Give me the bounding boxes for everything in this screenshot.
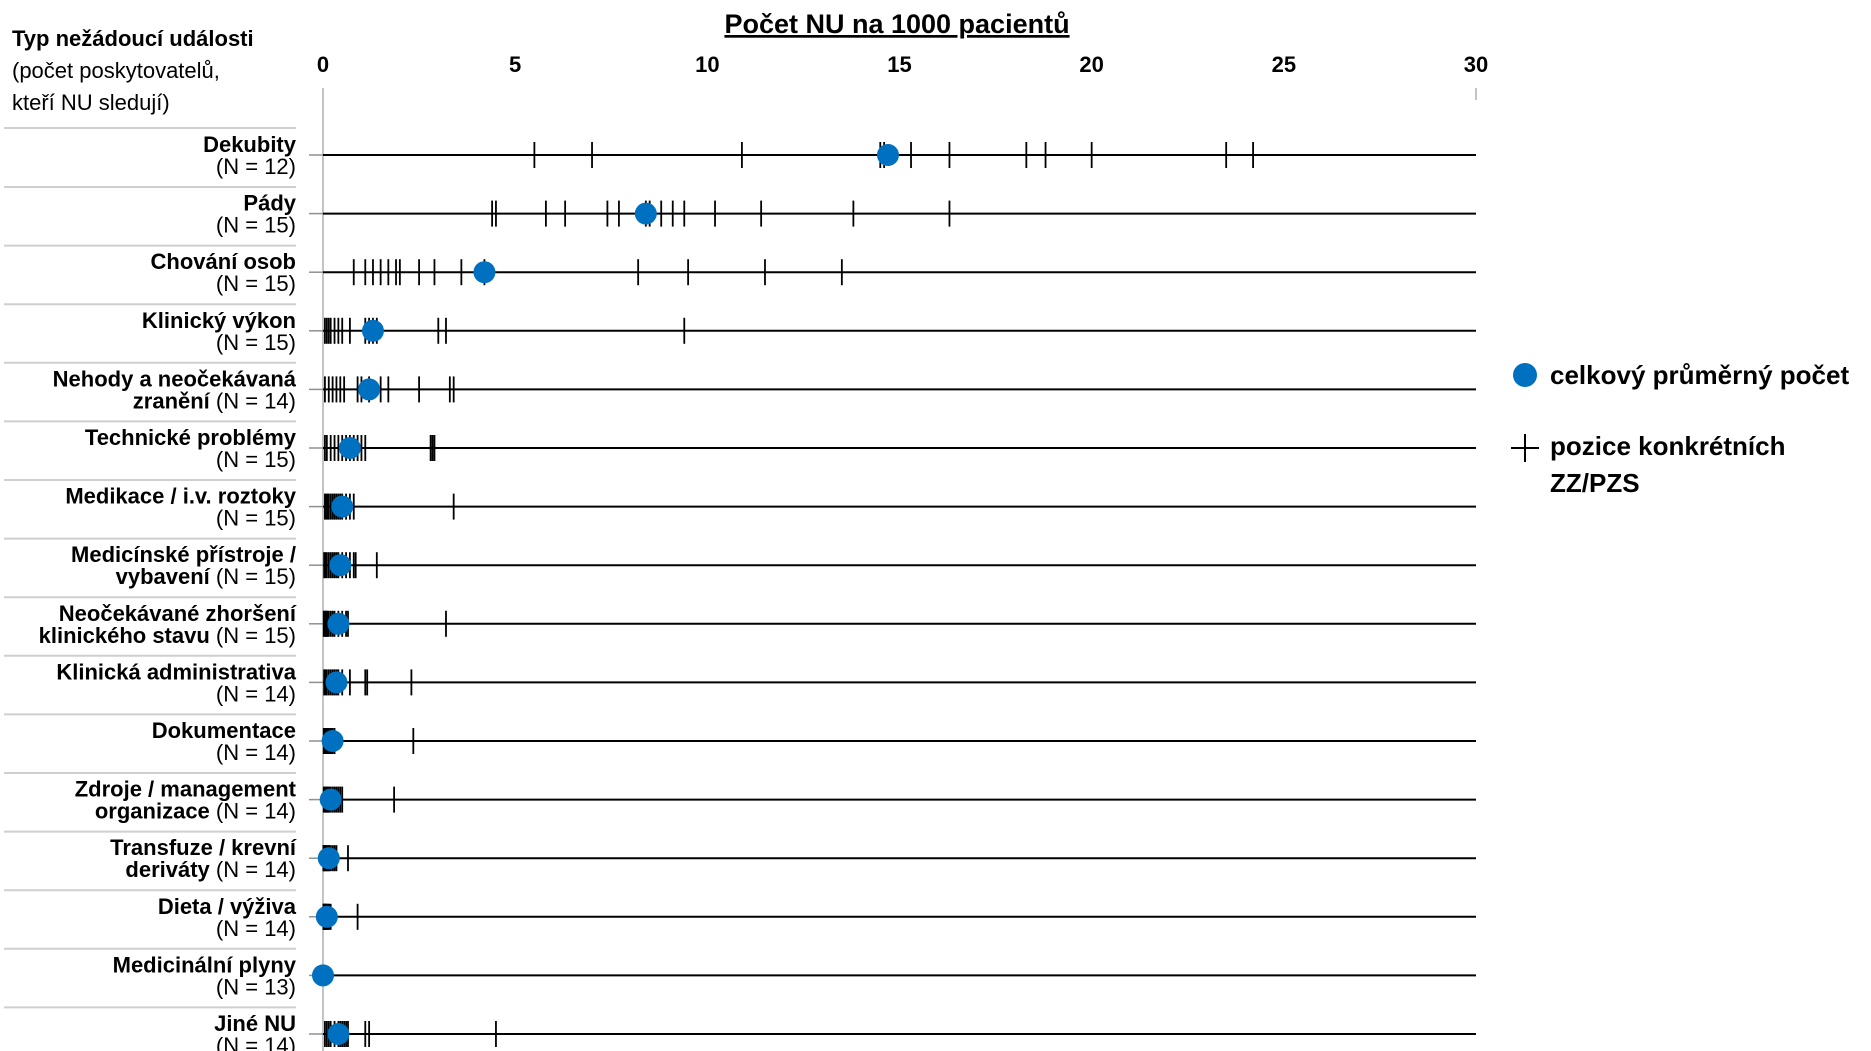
legend-mean-label: celkový průměrný počet [1550, 360, 1849, 390]
category-label-line-1: Zdroje / management [75, 777, 297, 802]
mean-dot [327, 1023, 350, 1045]
category-label-line-2: (N = 12) [216, 154, 296, 179]
mean-dot [312, 964, 334, 987]
category-row: Jiné NU(N = 14) [214, 1011, 1476, 1051]
category-label-line-2: (N = 14) [216, 1033, 296, 1051]
mean-dot [321, 730, 344, 752]
mean-dot [876, 144, 899, 166]
category-label-line-2: (N = 14) [216, 681, 296, 706]
category-label-line-2: vybavení (N = 15) [116, 564, 296, 589]
category-label-line-1: Transfuze / krevní [110, 835, 297, 860]
mean-dot [358, 378, 381, 401]
category-label-line-1: Dekubity [203, 132, 297, 157]
x-tick-label: 25 [1272, 52, 1296, 77]
category-label-line-1: Jiné NU [214, 1011, 296, 1036]
category-row: Dokumentace(N = 14) [4, 718, 1476, 774]
mean-dot [315, 905, 338, 928]
category-row: Klinický výkon(N = 15) [4, 308, 1476, 364]
legend: celkový průměrný počet pozice konkrétníc… [1511, 360, 1849, 498]
category-label-line-1: Technické problémy [85, 425, 297, 450]
legend-mean-marker [1513, 363, 1537, 387]
x-axis: 0 5 10 15 20 25 30 [317, 52, 1488, 1051]
category-label-line-1: Dokumentace [152, 718, 296, 743]
category-label-line-2: (N = 14) [216, 916, 296, 941]
mean-dot [327, 612, 350, 635]
mean-dot [329, 554, 352, 577]
mean-dot [325, 671, 348, 694]
category-row: Pády(N = 15) [4, 191, 1476, 247]
category-label-line-2: klinického stavu (N = 15) [39, 623, 296, 648]
category-label-line-2: deriváty (N = 14) [125, 857, 296, 882]
category-row: Medicínské přístroje /vybavení (N = 15) [4, 542, 1476, 599]
mean-dot [319, 788, 342, 811]
category-rows: Dekubity(N = 12)Pády(N = 15)Chování osob… [4, 132, 1476, 1051]
x-tick-label: 15 [887, 52, 911, 77]
category-label-line-1: Chování osob [151, 249, 296, 274]
mean-dot [473, 261, 496, 284]
category-label-line-1: Medicínské přístroje / [71, 542, 296, 567]
category-header-line-1: Typ nežádoucí události [12, 26, 254, 51]
category-row: Dekubity(N = 12) [4, 132, 1476, 188]
category-label-line-1: Pády [243, 191, 296, 216]
category-label-line-2: (N = 15) [216, 506, 296, 531]
category-row: Medikace / i.v. roztoky(N = 15) [4, 484, 1476, 540]
category-header-line-3: kteří NU sledují) [12, 90, 170, 115]
category-label-line-1: Klinická administrativa [56, 659, 296, 684]
category-label-line-2: zranění (N = 14) [133, 388, 296, 413]
category-row: Technické problémy(N = 15) [4, 425, 1476, 481]
legend-provider-label-line-2: ZZ/PZS [1550, 468, 1640, 498]
category-label-line-2: organizace (N = 14) [95, 799, 296, 824]
chart-title: Počet NU na 1000 pacientů [724, 9, 1069, 39]
category-label-line-2: (N = 15) [216, 271, 296, 296]
mean-dot [317, 847, 340, 870]
category-row: Klinická administrativa(N = 14) [4, 659, 1476, 716]
category-row: Chování osob(N = 15) [4, 249, 1476, 306]
mean-dot [338, 437, 361, 459]
mean-dot [361, 319, 384, 342]
category-row: Medicinální plyny(N = 13) [4, 952, 1476, 1009]
category-label-line-1: Medikace / i.v. roztoky [65, 484, 296, 509]
category-label-line-2: (N = 15) [216, 213, 296, 238]
category-label-line-2: (N = 15) [216, 330, 296, 355]
category-label-line-1: Dieta / výživa [158, 894, 297, 919]
x-tick-label: 0 [317, 52, 329, 77]
x-tick-label: 5 [509, 52, 521, 77]
category-row: Dieta / výživa(N = 14) [4, 894, 1476, 950]
category-label-line-1: Nehody a neočekávaná [53, 366, 297, 391]
x-tick-label: 10 [695, 52, 719, 77]
category-label-line-1: Neočekávané zhoršení [59, 601, 297, 626]
category-label-line-2: (N = 13) [216, 974, 296, 999]
category-label-line-1: Medicinální plyny [113, 952, 297, 977]
category-header-line-2: (počet poskytovatelů, [12, 58, 220, 83]
mean-dot [634, 202, 657, 225]
category-label-line-2: (N = 15) [216, 447, 296, 472]
category-label-line-1: Klinický výkon [142, 308, 296, 333]
category-label-line-2: (N = 14) [216, 740, 296, 765]
mean-dot [331, 495, 354, 518]
legend-provider-label-line-1: pozice konkrétních [1550, 431, 1786, 461]
x-tick-label: 30 [1464, 52, 1488, 77]
x-tick-label: 20 [1079, 52, 1103, 77]
